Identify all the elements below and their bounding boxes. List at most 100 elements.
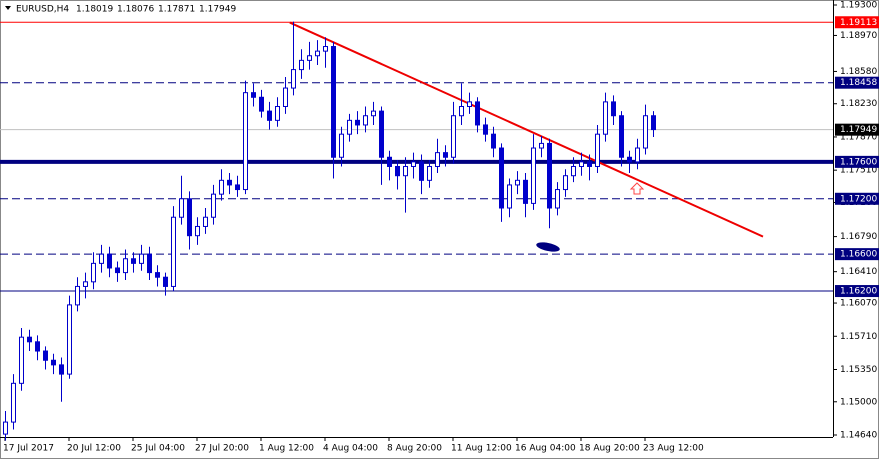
candle-body (299, 59, 304, 71)
price-box-label: 1.18458 (840, 78, 877, 88)
candle-body (203, 216, 208, 227)
candle-body (131, 258, 136, 264)
trendline (289, 21, 764, 238)
price-box (835, 155, 879, 168)
candle-body (251, 92, 256, 98)
price-box (835, 16, 879, 29)
x-tick-label: 8 Aug 20:00 (387, 444, 442, 454)
candle-body (259, 96, 264, 112)
candle-body (3, 421, 8, 435)
x-tick-label: 18 Aug 20:00 (579, 444, 640, 454)
y-tick-label: 1.17870 (840, 132, 877, 142)
price-box-label: 1.16200 (840, 287, 877, 297)
candle-body (483, 124, 488, 135)
candle-body (571, 165, 576, 177)
candle-body (635, 147, 640, 163)
candle-body (587, 161, 592, 167)
candle-body (75, 285, 80, 306)
candle-body (99, 253, 104, 264)
candle-body (523, 179, 528, 204)
candle-body (403, 165, 408, 177)
candle-body (235, 184, 240, 191)
candle-body (547, 142, 552, 209)
candle-body (155, 272, 160, 278)
candle-body (451, 115, 456, 158)
candle-body (83, 281, 88, 287)
candle-body (243, 92, 248, 191)
y-tick-label: 1.16790 (840, 232, 877, 242)
y-tick-label: 1.15000 (840, 397, 877, 407)
candle-body (539, 142, 544, 149)
x-tick-label: 16 Aug 04:00 (515, 444, 576, 454)
candle-body (467, 101, 472, 108)
candle-body (227, 179, 232, 186)
candle-body (435, 152, 440, 167)
x-tick-label: 17 Jul 2017 (3, 444, 54, 454)
price-box-label: 1.17600 (840, 157, 877, 167)
price-box-label: 1.19113 (840, 18, 877, 28)
header-value: 1.18076 (117, 5, 154, 15)
candle-body (651, 115, 656, 131)
y-tick-label: 1.15710 (840, 332, 877, 342)
candle-body (35, 341, 40, 352)
candle-body (371, 110, 376, 117)
candle-body (411, 161, 416, 167)
candle-body (555, 189, 560, 209)
candle-body (43, 350, 48, 361)
candle-body (59, 364, 64, 375)
candle-body (179, 198, 184, 218)
candle-body (499, 147, 504, 209)
x-tick-label: 11 Aug 12:00 (451, 444, 512, 454)
candle-body (115, 267, 120, 274)
x-tick-label: 20 Jul 12:00 (67, 444, 121, 454)
y-tick-label: 1.14640 (840, 431, 877, 441)
candle-body (387, 156, 392, 167)
menu-arrow[interactable] (5, 6, 11, 10)
candle-body (395, 165, 400, 177)
candle-body (91, 262, 96, 283)
candle-body (419, 161, 424, 181)
candle-body (27, 336, 32, 343)
candle-body (643, 115, 648, 149)
candle-body (531, 147, 536, 204)
candle-body (163, 276, 168, 287)
candle-body (595, 133, 600, 167)
header-value: 1.17949 (199, 5, 236, 15)
candle-body (563, 175, 568, 191)
candle-body (603, 101, 608, 135)
candle-body (171, 216, 176, 287)
y-tick-label: 1.16070 (840, 299, 877, 309)
candle-body (459, 106, 464, 117)
candle-body (331, 46, 336, 158)
price-box-label: 1.16600 (840, 250, 877, 260)
y-tick-label: 1.16410 (840, 267, 877, 277)
y-tick-label: 1.15350 (840, 365, 877, 375)
candle-body (627, 156, 632, 163)
candle-body (339, 133, 344, 158)
candle-body (211, 193, 216, 218)
price-box (835, 123, 879, 136)
candle-body (475, 101, 480, 126)
y-tick-label: 1.17510 (840, 166, 877, 176)
candle-body (363, 115, 368, 126)
candle-body (443, 152, 448, 158)
header-value: 1.18019 (76, 5, 113, 15)
symbol: EURUSD,H4 (16, 5, 69, 15)
price-box-label: 1.17200 (840, 194, 877, 204)
y-tick-label: 1.18970 (840, 31, 877, 41)
price-box-label: 1.17949 (840, 125, 877, 135)
candle-body (515, 179, 520, 186)
candle-body (19, 336, 24, 384)
candle-body (427, 165, 432, 181)
candle-body (491, 133, 496, 149)
candle-body (139, 253, 144, 264)
candle-body (315, 50, 320, 57)
y-tick-label: 1.18230 (840, 99, 877, 109)
x-tick-label: 27 Jul 20:00 (195, 444, 249, 454)
y-tick-label: 1.18580 (840, 67, 877, 77)
y-tick-label: 1.19300 (840, 1, 877, 11)
candle-body (611, 101, 616, 117)
x-tick-label: 25 Jul 04:00 (131, 444, 185, 454)
price-box (835, 285, 879, 298)
